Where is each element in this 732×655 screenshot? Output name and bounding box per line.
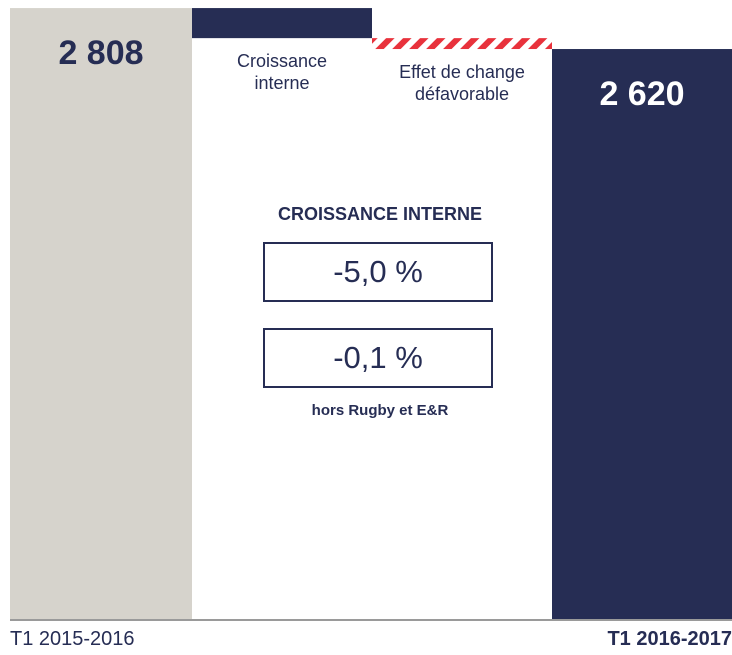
bar [552,49,732,621]
value-box: -5,0 % [263,242,493,302]
bar [192,8,372,39]
data-label: 2 620 [599,75,685,114]
category-label: Effet de change défavorable [399,62,525,105]
bar [372,38,552,50]
bar [10,8,192,620]
x-tick-label: T1 2015-2016 [10,628,135,650]
category-label: Croissance interne [236,51,328,94]
annotation-note: hors Rugby et E&R [311,402,449,419]
data-label: 2 808 [58,34,144,73]
annotation-heading: CROISSANCE INTERNE [277,204,483,224]
value-box: -0,1 % [263,328,493,388]
x-tick-label: T1 2016-2017 [607,628,732,650]
